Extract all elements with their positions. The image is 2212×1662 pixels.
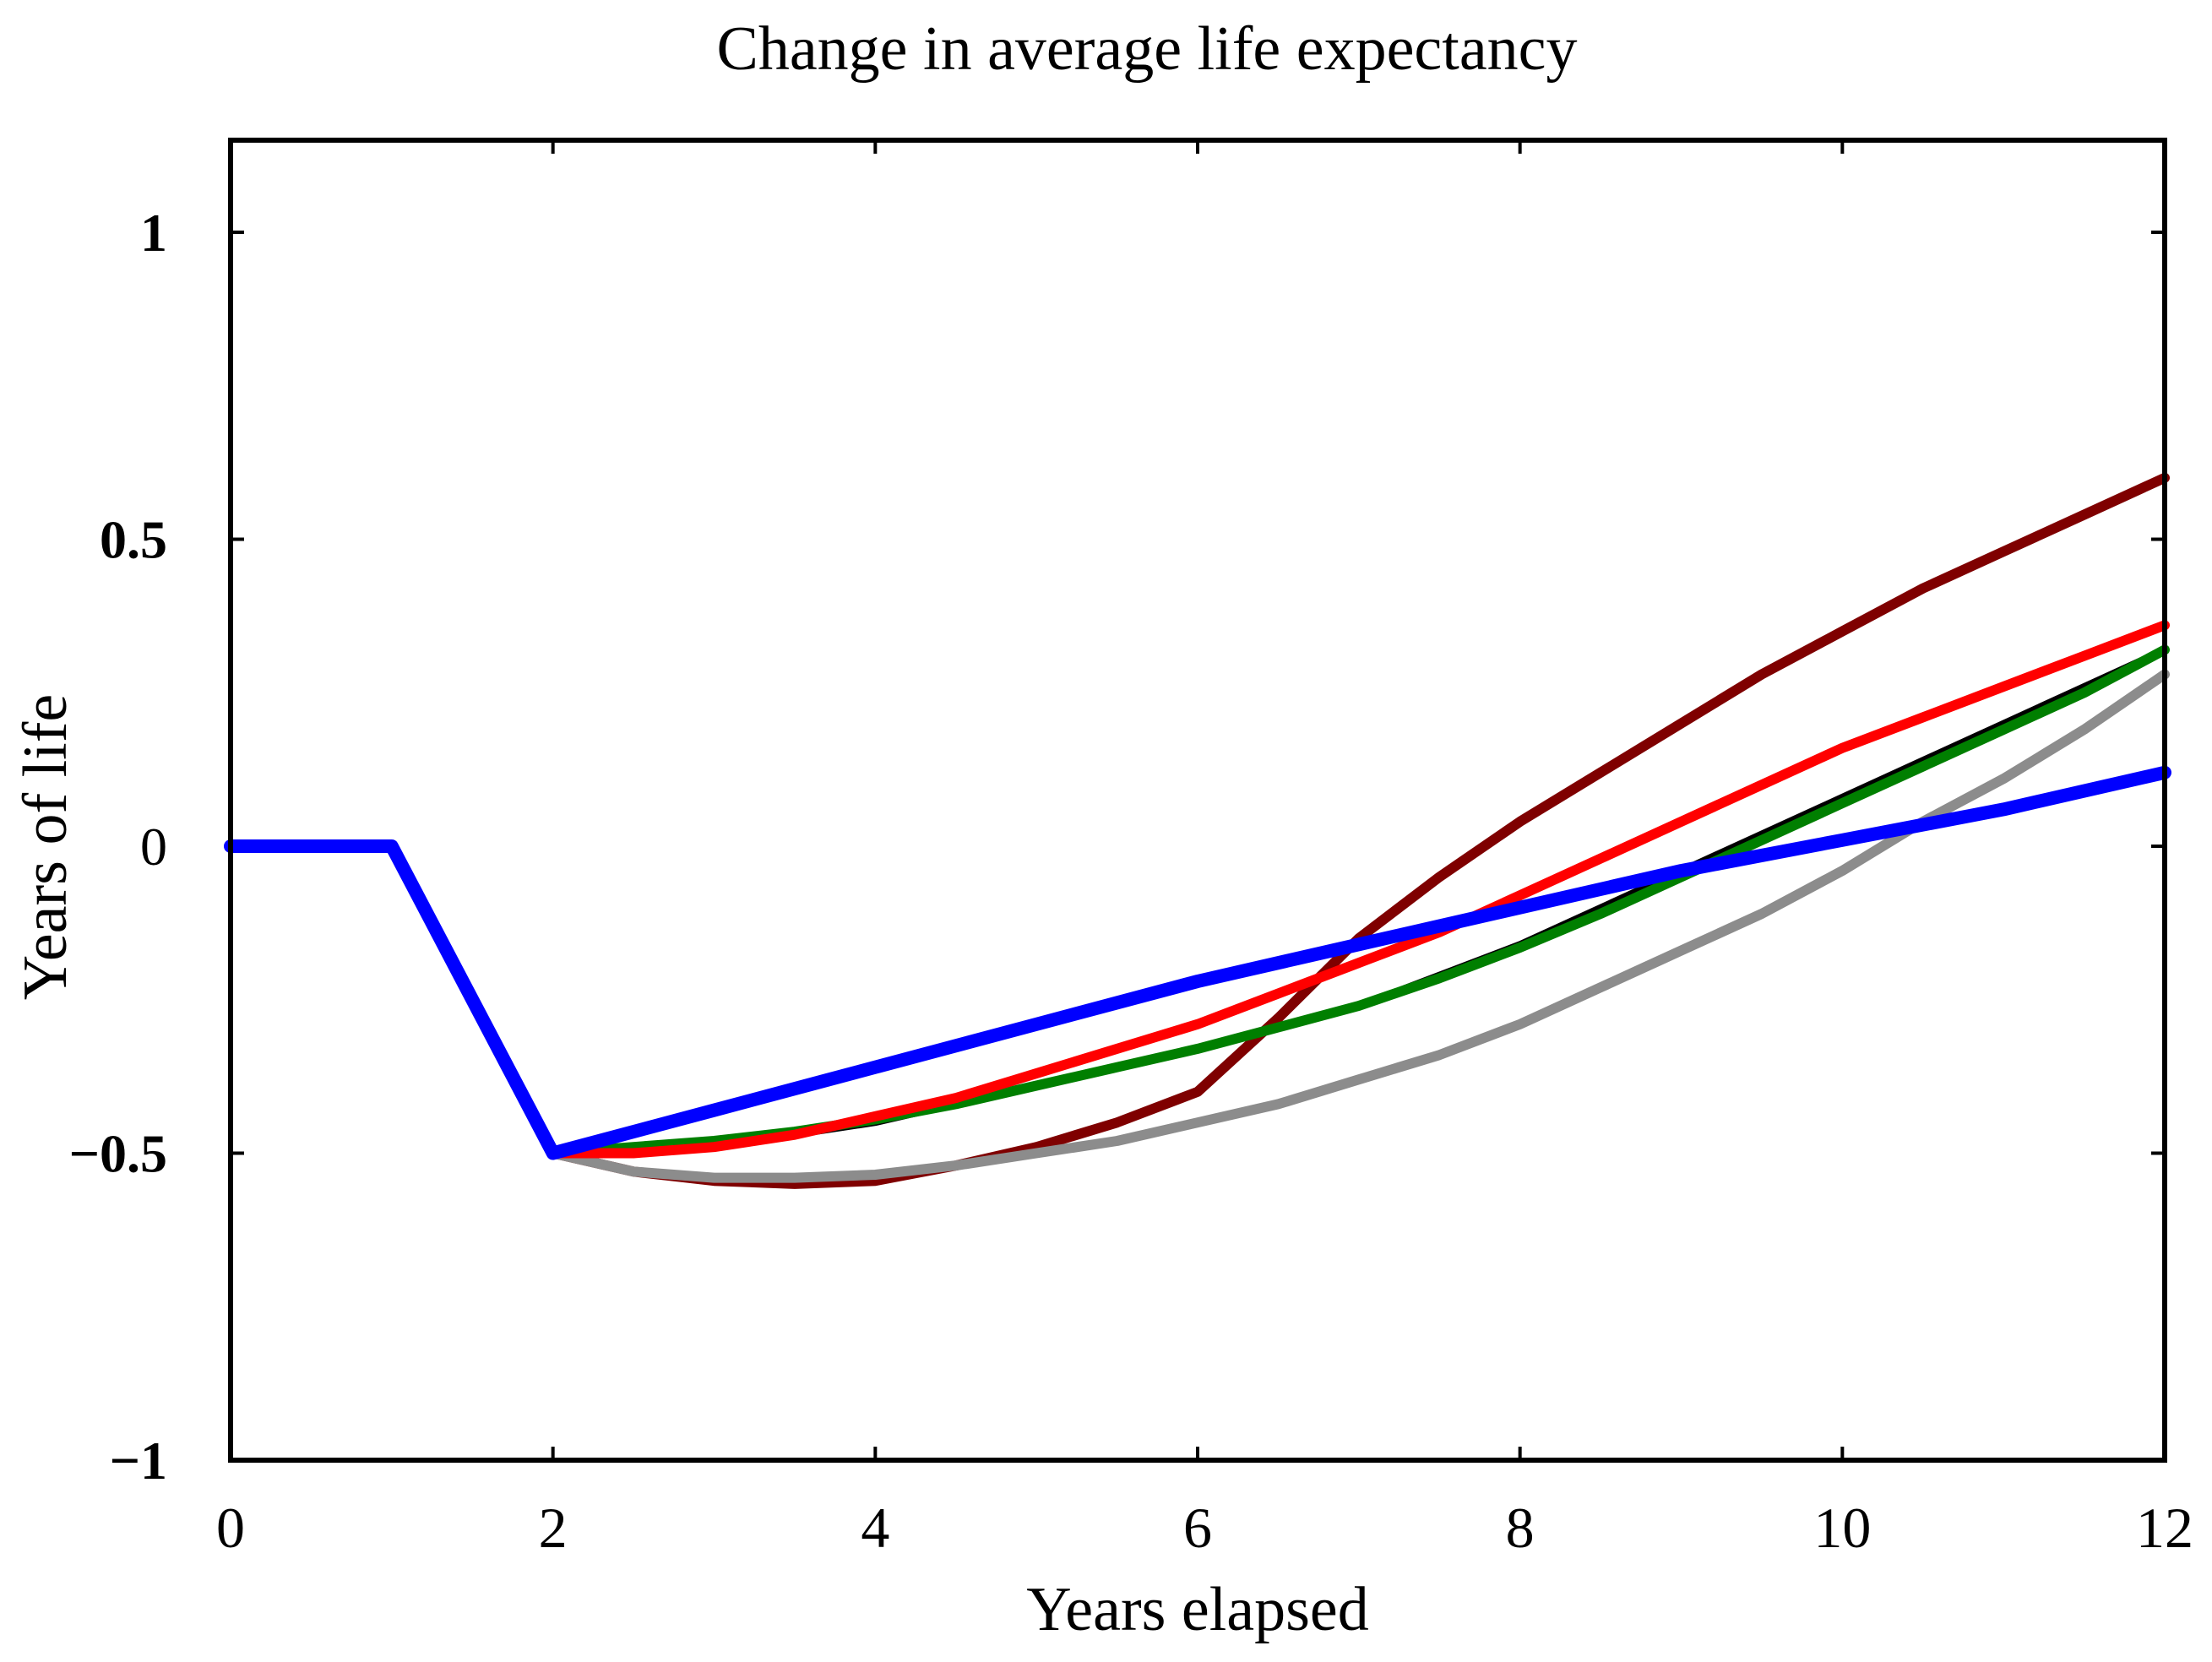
- chart-title: Change in average life expectancy: [716, 14, 1577, 84]
- x-tick-label: 4: [861, 1496, 889, 1560]
- series-line-gray: [547, 669, 2170, 1183]
- y-axis-label: Years of life: [11, 694, 80, 1000]
- plot-frame: [228, 138, 2167, 1463]
- x-tick-label: 8: [1506, 1496, 1535, 1560]
- y-tick-label: 0: [140, 817, 167, 877]
- y-tick-label: 1: [140, 203, 167, 263]
- x-tick-label: 12: [2136, 1496, 2193, 1560]
- x-axis-label: Years elapsed: [1026, 1575, 1369, 1644]
- x-tick-label: 6: [1183, 1496, 1212, 1560]
- series-line-red: [547, 620, 2170, 1159]
- y-tick-label: 0.5: [100, 510, 167, 570]
- y-axis-ticks: 1 0.5 0 −0.5 −1: [69, 203, 2165, 1491]
- x-tick-label: 0: [216, 1496, 245, 1560]
- x-tick-label: 10: [1813, 1496, 1871, 1560]
- series-group: [224, 472, 2171, 1189]
- x-axis-ticks: 0 2 4 6 8 10 12: [216, 140, 2193, 1560]
- y-tick-label: −0.5: [69, 1124, 167, 1184]
- series-line-blue: [224, 765, 2171, 1160]
- x-tick-label: 2: [539, 1496, 568, 1560]
- y-tick-label: −1: [110, 1431, 167, 1491]
